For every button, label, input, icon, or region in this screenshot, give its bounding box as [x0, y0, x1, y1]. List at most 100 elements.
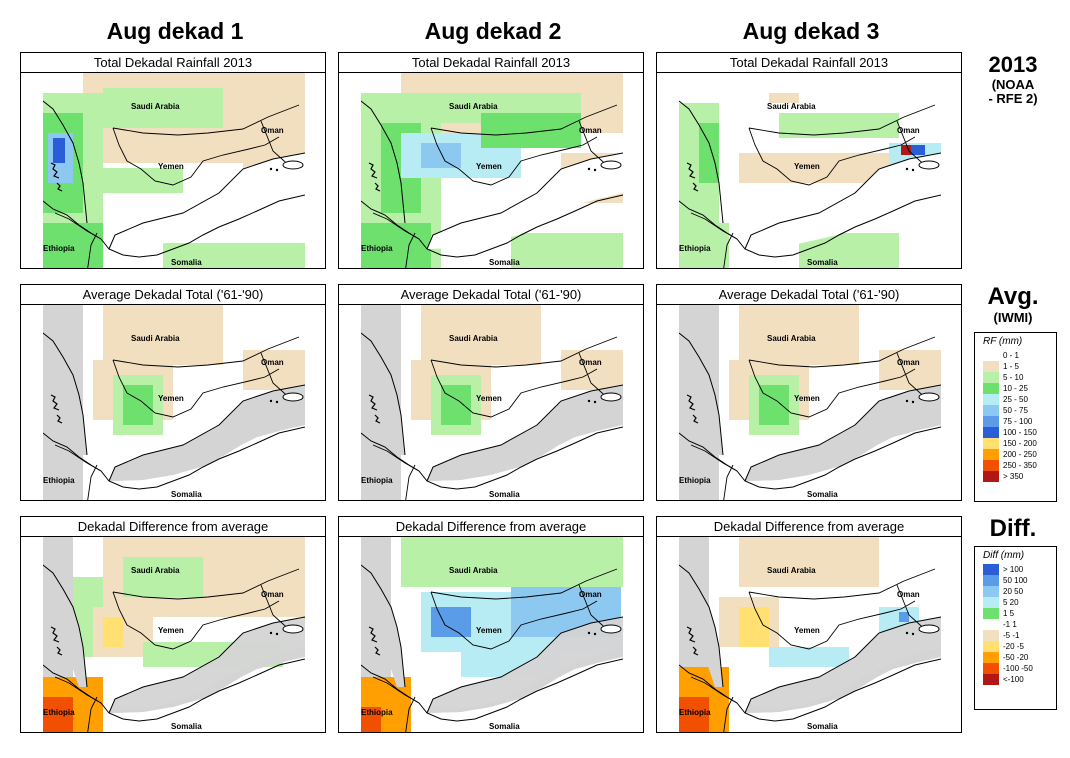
diff-legend-swatch [983, 641, 999, 652]
country-label-oman: Oman [579, 126, 602, 135]
country-label-saudi: Saudi Arabia [131, 566, 180, 575]
column-header-dekad-1: Aug dekad 1 [106, 18, 244, 44]
country-label-ethiopia: Ethiopia [361, 708, 393, 717]
rf-legend-label: > 350 [1003, 472, 1024, 481]
country-label-oman: Oman [261, 358, 284, 367]
rf-legend-swatch [983, 460, 999, 471]
country-label-somalia: Somalia [171, 490, 202, 499]
diff-legend-label: 50 100 [1003, 576, 1028, 585]
rf-legend-swatch [983, 405, 999, 416]
diff-legend-label: -1 1 [1003, 620, 1017, 629]
country-label-yemen: Yemen [476, 394, 502, 403]
diff-legend-label: 20 50 [1003, 587, 1024, 596]
diff-legend-swatch [983, 564, 999, 575]
country-label-somalia: Somalia [807, 722, 838, 731]
diff-legend-label: 5 20 [1003, 598, 1019, 607]
diff-legend-item: <-100 [983, 674, 1056, 685]
rf-legend-title: RF (mm) [983, 336, 1023, 347]
map-panel: Dekadal Difference from average Saudi Ara… [656, 516, 962, 733]
rf-legend-item: 150 - 200 [983, 438, 1056, 449]
rf-legend-swatch [983, 471, 999, 482]
diff-legend-label: <-100 [1003, 675, 1024, 684]
diff-legend-item: 1 5 [983, 608, 1056, 619]
country-label-somalia: Somalia [171, 258, 202, 267]
rf-legend-item: 100 - 150 [983, 427, 1056, 438]
rf-legend-item: 50 - 75 [983, 405, 1056, 416]
country-label-ethiopia: Ethiopia [679, 708, 711, 717]
diff-legend-item: -5 -1 [983, 630, 1056, 641]
rf-legend-label: 150 - 200 [1003, 439, 1037, 448]
country-label-yemen: Yemen [158, 626, 184, 635]
diff-legend-swatch [983, 652, 999, 663]
panel-title: Dekadal Difference from average [657, 517, 961, 537]
diff-legend-item: -50 -20 [983, 652, 1056, 663]
rf-legend-label: 200 - 250 [1003, 450, 1037, 459]
country-label-somalia: Somalia [489, 490, 520, 499]
map-panel: Total Dekadal Rainfall 2013 Saudi Arabia O… [338, 52, 644, 269]
column-header-dekad-3: Aug dekad 3 [742, 18, 880, 44]
panel-title: Total Dekadal Rainfall 2013 [657, 53, 961, 73]
rf-legend-item: 25 - 50 [983, 394, 1056, 405]
rainfall-map: Saudi Arabia Oman Yemen Ethiopia Somalia [679, 73, 941, 268]
rf-legend-swatch [983, 427, 999, 438]
rf-legend-label: 1 - 5 [1003, 362, 1020, 371]
rainfall-map: Saudi Arabia Oman Yemen Ethiopia Somalia [361, 73, 623, 268]
diff-label: Diff. [989, 515, 1037, 542]
diff-legend-swatch [983, 586, 999, 597]
year-label: 2013 [988, 52, 1038, 77]
country-label-ethiopia: Ethiopia [679, 244, 711, 253]
map-panel: Average Dekadal Total ('61-'90) Saudi Ara… [656, 284, 962, 501]
country-label-saudi: Saudi Arabia [767, 102, 816, 111]
country-label-yemen: Yemen [794, 626, 820, 635]
panel-title: Total Dekadal Rainfall 2013 [21, 53, 325, 73]
rainfall-map: Saudi Arabia Oman Yemen Ethiopia Somalia [43, 305, 305, 500]
rainfall-map: Saudi Arabia Oman Yemen Ethiopia Somalia [43, 537, 305, 732]
rf-legend-item: 1 - 5 [983, 361, 1056, 372]
rf-legend-swatch [983, 350, 999, 361]
country-label-oman: Oman [897, 358, 920, 367]
country-label-ethiopia: Ethiopia [43, 476, 75, 485]
diff-legend-label: -5 -1 [1003, 631, 1020, 640]
avg-label: Avg. [987, 283, 1039, 310]
country-label-somalia: Somalia [807, 258, 838, 267]
diff-legend-title: Diff (mm) [983, 550, 1025, 561]
rf-legend-label: 100 - 150 [1003, 428, 1037, 437]
country-label-oman: Oman [897, 126, 920, 135]
rf-legend-label: 25 - 50 [1003, 395, 1028, 404]
rf-legend-swatch [983, 372, 999, 383]
rf-legend-item: 75 - 100 [983, 416, 1056, 427]
diff-legend-label: -100 -50 [1003, 664, 1033, 673]
diff-legend-swatch [983, 663, 999, 674]
rainfall-map: Saudi Arabia Oman Yemen Ethiopia Somalia [679, 537, 941, 732]
diff-legend-item: > 100 [983, 564, 1056, 575]
column-header-dekad-2: Aug dekad 2 [424, 18, 562, 44]
country-label-saudi: Saudi Arabia [767, 334, 816, 343]
avg-source-label: (IWMI) [993, 310, 1033, 325]
map-panel: Average Dekadal Total ('61-'90) Saudi Ara… [20, 284, 326, 501]
country-label-yemen: Yemen [476, 626, 502, 635]
country-label-saudi: Saudi Arabia [449, 566, 498, 575]
rf-legend-label: 5 - 10 [1003, 373, 1024, 382]
rf-legend-item: 5 - 10 [983, 372, 1056, 383]
rf-legend-item: 0 - 1 [983, 350, 1056, 361]
country-label-yemen: Yemen [794, 394, 820, 403]
map-panel: Dekadal Difference from average Saudi Ara… [20, 516, 326, 733]
country-label-ethiopia: Ethiopia [361, 244, 393, 253]
rf-legend-item: 10 - 25 [983, 383, 1056, 394]
country-label-yemen: Yemen [476, 162, 502, 171]
rf-legend-item: 200 - 250 [983, 449, 1056, 460]
country-label-saudi: Saudi Arabia [131, 334, 180, 343]
country-label-oman: Oman [579, 358, 602, 367]
panel-title: Dekadal Difference from average [339, 517, 643, 537]
country-label-oman: Oman [579, 590, 602, 599]
diff-legend-item: -1 1 [983, 619, 1056, 630]
diff-legend-label: > 100 [1003, 565, 1024, 574]
map-panel: Total Dekadal Rainfall 2013 Saudi Arabia O… [656, 52, 962, 269]
country-label-somalia: Somalia [171, 722, 202, 731]
rf-legend-item: 250 - 350 [983, 460, 1056, 471]
diff-legend-swatch [983, 597, 999, 608]
rainfall-map: Saudi Arabia Oman Yemen Ethiopia Somalia [43, 73, 305, 268]
rf-legend-label: 50 - 75 [1003, 406, 1028, 415]
country-label-saudi: Saudi Arabia [131, 102, 180, 111]
rf-legend-swatch [983, 438, 999, 449]
